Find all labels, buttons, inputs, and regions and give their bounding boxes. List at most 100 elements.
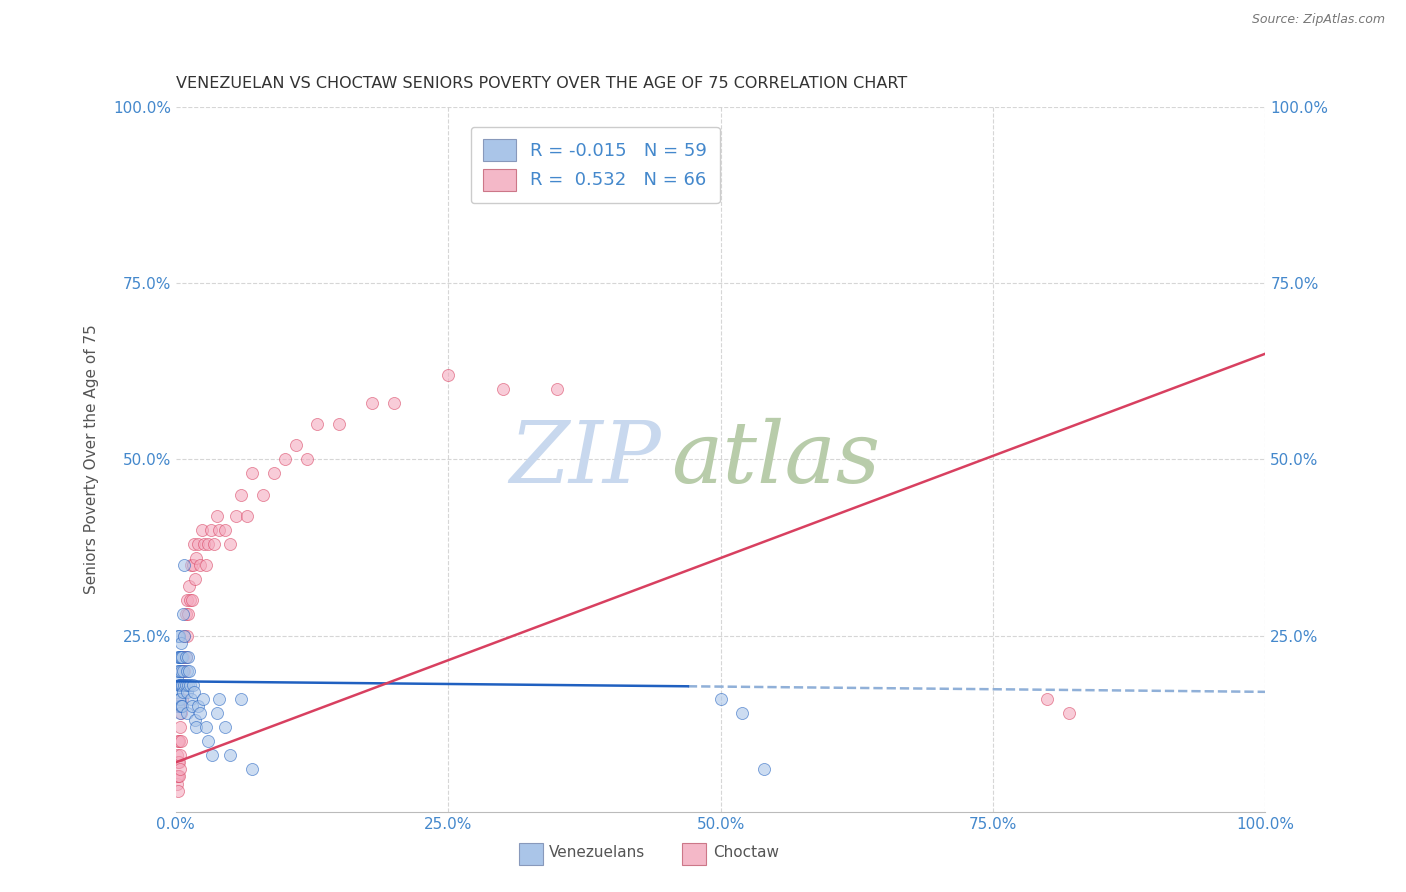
Point	[179, 678, 201, 692]
Point	[193, 537, 215, 551]
Point	[170, 699, 193, 714]
Point	[219, 537, 242, 551]
Point	[205, 508, 228, 523]
Point	[191, 523, 214, 537]
Point	[186, 699, 209, 714]
Point	[284, 438, 307, 452]
Point	[167, 628, 190, 642]
Point	[225, 508, 247, 523]
Point	[177, 579, 200, 593]
FancyBboxPatch shape	[519, 844, 543, 864]
Point	[240, 763, 263, 777]
Point	[177, 607, 200, 622]
Point	[1036, 692, 1059, 706]
Point	[172, 649, 194, 664]
Point	[169, 706, 191, 720]
Point	[208, 523, 231, 537]
Point	[176, 685, 198, 699]
Point	[188, 558, 211, 573]
Point	[181, 678, 204, 692]
Point	[437, 368, 460, 382]
Point	[191, 692, 214, 706]
Point	[492, 382, 515, 396]
Point	[214, 523, 236, 537]
Point	[177, 649, 200, 664]
Point	[172, 664, 194, 678]
Point	[180, 558, 202, 573]
Text: Choctaw: Choctaw	[713, 845, 779, 860]
Point	[167, 734, 190, 748]
Point	[235, 508, 257, 523]
Y-axis label: Seniors Poverty Over the Age of 75: Seniors Poverty Over the Age of 75	[84, 325, 98, 594]
Point	[176, 706, 198, 720]
Point	[274, 452, 297, 467]
Point	[186, 720, 208, 734]
Point	[167, 692, 190, 706]
Point	[170, 734, 193, 748]
Point	[200, 523, 222, 537]
Point	[231, 692, 253, 706]
Point	[167, 756, 190, 770]
Point	[307, 417, 329, 431]
Point	[174, 649, 197, 664]
Point	[208, 692, 231, 706]
Point	[181, 593, 204, 607]
Point	[167, 783, 190, 797]
Point	[167, 649, 190, 664]
Point	[197, 537, 219, 551]
Point	[170, 664, 193, 678]
Point	[172, 649, 194, 664]
Point	[176, 593, 198, 607]
Point	[197, 734, 219, 748]
Point	[183, 537, 205, 551]
Text: ZIP: ZIP	[509, 418, 661, 500]
Point	[183, 685, 205, 699]
Point	[180, 692, 202, 706]
Point	[731, 706, 754, 720]
Text: Venezuelans: Venezuelans	[548, 845, 645, 860]
Point	[295, 452, 318, 467]
Point	[176, 628, 198, 642]
Point	[173, 664, 195, 678]
Point	[173, 628, 195, 642]
Point	[166, 685, 188, 699]
Point	[382, 396, 405, 410]
Point	[170, 635, 193, 649]
Point	[167, 678, 190, 692]
Point	[167, 664, 190, 678]
Point	[166, 748, 188, 763]
Point	[186, 551, 208, 566]
Point	[167, 769, 190, 784]
Point	[710, 692, 733, 706]
Point	[172, 664, 194, 678]
Point	[172, 607, 194, 622]
Text: Source: ZipAtlas.com: Source: ZipAtlas.com	[1251, 13, 1385, 27]
Point	[360, 396, 382, 410]
Point	[263, 467, 285, 481]
Point	[173, 678, 195, 692]
Point	[173, 558, 195, 573]
Point	[754, 763, 776, 777]
Point	[177, 678, 200, 692]
Point	[167, 664, 190, 678]
Point	[172, 678, 194, 692]
Point	[169, 678, 191, 692]
Text: atlas: atlas	[672, 418, 880, 500]
Point	[172, 692, 194, 706]
Point	[167, 628, 190, 642]
Point	[184, 713, 207, 727]
Point	[214, 720, 236, 734]
Point	[169, 763, 191, 777]
Point	[195, 720, 218, 734]
Point	[240, 467, 263, 481]
Point	[170, 678, 193, 692]
Point	[170, 678, 193, 692]
Point	[172, 699, 194, 714]
Text: VENEZUELAN VS CHOCTAW SENIORS POVERTY OVER THE AGE OF 75 CORRELATION CHART: VENEZUELAN VS CHOCTAW SENIORS POVERTY OV…	[176, 76, 907, 91]
Point	[166, 776, 188, 790]
Point	[167, 769, 190, 784]
Point	[169, 649, 191, 664]
Point	[174, 649, 197, 664]
Point	[167, 756, 190, 770]
Point	[184, 572, 207, 586]
